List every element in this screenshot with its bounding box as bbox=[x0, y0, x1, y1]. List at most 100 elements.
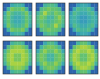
heatmap-cell bbox=[84, 20, 88, 24]
heatmap-cell bbox=[58, 58, 62, 62]
heatmap-cell bbox=[14, 49, 18, 53]
heatmap-cell bbox=[94, 66, 98, 70]
heatmap-cell bbox=[18, 3, 22, 7]
heatmap-cell bbox=[25, 28, 29, 32]
heatmap-cell bbox=[87, 49, 91, 53]
plot-area bbox=[3, 3, 32, 36]
heatmap-cell bbox=[91, 15, 95, 19]
heatmap-cell bbox=[40, 28, 44, 32]
panel bbox=[36, 3, 65, 36]
heatmap-cell bbox=[80, 32, 84, 36]
figure bbox=[0, 0, 100, 79]
heatmap-cell bbox=[69, 62, 73, 66]
heatmap-cell bbox=[25, 62, 29, 66]
heatmap-cell bbox=[3, 45, 7, 49]
heatmap-cell bbox=[51, 7, 55, 11]
heatmap-cell bbox=[21, 49, 25, 53]
plot-area bbox=[36, 3, 65, 36]
heatmap-cell bbox=[43, 3, 47, 7]
heatmap-cell bbox=[84, 45, 88, 49]
heatmap-cell bbox=[47, 49, 51, 53]
heatmap-cell bbox=[76, 3, 80, 7]
heatmap-cell bbox=[73, 11, 77, 15]
heatmap-cell bbox=[21, 20, 25, 24]
heatmap-cell bbox=[80, 58, 84, 62]
heatmap-cell bbox=[7, 11, 11, 15]
heatmap-cell bbox=[25, 66, 29, 70]
heatmap-cell bbox=[58, 24, 62, 28]
heatmap-cell bbox=[47, 32, 51, 36]
heatmap-cell bbox=[58, 41, 62, 45]
heatmap-cell bbox=[47, 70, 51, 74]
heatmap-cell bbox=[69, 15, 73, 19]
heatmap-cell bbox=[14, 3, 18, 7]
heatmap-cell bbox=[28, 28, 32, 32]
plot-frame bbox=[3, 3, 32, 36]
heatmap-cell bbox=[73, 7, 77, 11]
heatmap-cell bbox=[7, 24, 11, 28]
heatmap-cell bbox=[40, 53, 44, 57]
heatmap-cell bbox=[7, 41, 11, 45]
heatmap-cell bbox=[94, 20, 98, 24]
heatmap-cell bbox=[21, 11, 25, 15]
heatmap-cell bbox=[7, 32, 11, 36]
heatmap-cell bbox=[76, 58, 80, 62]
heatmap-cell bbox=[87, 66, 91, 70]
heatmap-cell bbox=[51, 41, 55, 45]
heatmap-cell bbox=[3, 24, 7, 28]
heatmap-cell bbox=[58, 66, 62, 70]
heatmap-cell bbox=[18, 28, 22, 32]
heatmap-cell bbox=[54, 24, 58, 28]
heatmap-cell bbox=[36, 15, 40, 19]
heatmap-cell bbox=[58, 7, 62, 11]
heatmap-cell bbox=[69, 3, 73, 7]
heatmap-cell bbox=[61, 24, 65, 28]
heatmap-cell bbox=[40, 49, 44, 53]
plot-area bbox=[69, 3, 98, 36]
heatmap-cell bbox=[14, 66, 18, 70]
heatmap-cell bbox=[43, 62, 47, 66]
heatmap-cell bbox=[73, 53, 77, 57]
heatmap-cell bbox=[3, 11, 7, 15]
heatmap-cell bbox=[43, 32, 47, 36]
heatmap-cell bbox=[36, 24, 40, 28]
heatmap-cell bbox=[7, 70, 11, 74]
heatmap-cell bbox=[14, 53, 18, 57]
heatmap-cell bbox=[28, 41, 32, 45]
heatmap-cell bbox=[18, 66, 22, 70]
heatmap-cell bbox=[80, 49, 84, 53]
heatmap-cell bbox=[28, 66, 32, 70]
heatmap-cell bbox=[84, 7, 88, 11]
heatmap-cell bbox=[7, 62, 11, 66]
plot-area bbox=[3, 41, 32, 74]
heatmap-cell bbox=[76, 45, 80, 49]
heatmap-cell bbox=[40, 20, 44, 24]
heatmap-cell bbox=[61, 32, 65, 36]
heatmap-cell bbox=[58, 62, 62, 66]
heatmap-cell bbox=[73, 45, 77, 49]
heatmap-cell bbox=[40, 45, 44, 49]
heatmap-cell bbox=[47, 62, 51, 66]
heatmap-cell bbox=[18, 15, 22, 19]
heatmap-cell bbox=[10, 49, 14, 53]
heatmap-cell bbox=[80, 15, 84, 19]
heatmap-cell bbox=[10, 32, 14, 36]
heatmap-cell bbox=[7, 7, 11, 11]
heatmap-cell bbox=[54, 3, 58, 7]
heatmap-cell bbox=[76, 66, 80, 70]
plot-frame bbox=[69, 3, 98, 36]
heatmap-cell bbox=[73, 24, 77, 28]
heatmap-cell bbox=[40, 7, 44, 11]
heatmap-cell bbox=[21, 58, 25, 62]
heatmap-cell bbox=[28, 3, 32, 7]
heatmap-cell bbox=[54, 62, 58, 66]
heatmap-cell bbox=[84, 49, 88, 53]
heatmap-cell bbox=[28, 62, 32, 66]
heatmap-cell bbox=[61, 3, 65, 7]
heatmap-cell bbox=[14, 7, 18, 11]
heatmap-cell bbox=[47, 58, 51, 62]
heatmap-cell bbox=[76, 7, 80, 11]
heatmap-cell bbox=[7, 15, 11, 19]
heatmap-cell bbox=[14, 20, 18, 24]
heatmap-cell bbox=[47, 41, 51, 45]
